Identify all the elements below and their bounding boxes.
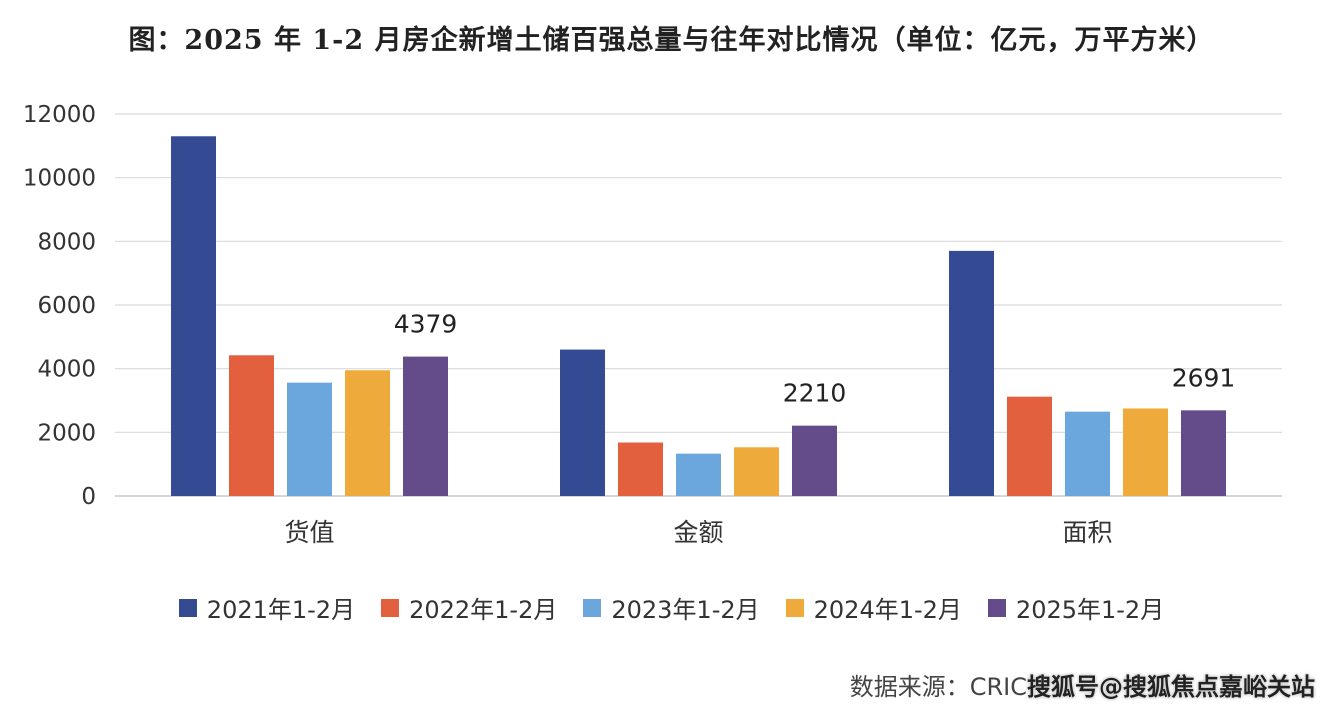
- watermark: 搜狐号@搜狐焦点嘉峪关站: [1027, 673, 1315, 701]
- legend-label: 2025年1-2月: [1015, 596, 1165, 624]
- data-label: 4379: [394, 310, 458, 339]
- y-tick-label: 6000: [37, 293, 96, 319]
- y-tick-label: 0: [81, 484, 96, 510]
- legend-swatch: [381, 598, 400, 617]
- x-category-label: 金额: [673, 518, 723, 547]
- legend-item: 2023年1-2月: [583, 590, 760, 625]
- data-label: 2210: [783, 379, 847, 408]
- bar: [229, 355, 274, 496]
- bar: [618, 442, 663, 496]
- legend: 2021年1-2月 2022年1-2月 2023年1-2月 2024年1-2月 2025…: [0, 590, 1343, 625]
- legend-item: 2024年1-2月: [785, 590, 962, 625]
- legend-label: 2022年1-2月: [409, 596, 558, 624]
- legend-swatch: [785, 598, 804, 617]
- legend-item: 2021年1-2月: [178, 590, 356, 625]
- source-label: 数据来源：CRIC: [849, 673, 1027, 701]
- chart-title: 图：2025 年 1-2 月房企新增土储百强总量与往年对比情况（单位：亿元，万平…: [128, 25, 1215, 56]
- legend-label: 2021年1-2月: [206, 596, 356, 624]
- legend-swatch: [178, 598, 197, 617]
- x-category-label: 货值: [284, 518, 334, 547]
- y-tick-label: 10000: [23, 166, 96, 192]
- bar: [345, 370, 390, 496]
- data-label: 2691: [1172, 363, 1236, 392]
- legend-label: 2024年1-2月: [813, 596, 962, 624]
- legend-item: 2025年1-2月: [987, 590, 1165, 625]
- legend-item: 2022年1-2月: [381, 590, 557, 625]
- bar: [287, 382, 332, 496]
- bar: [1123, 408, 1168, 496]
- bar: [949, 250, 994, 496]
- y-tick-label: 2000: [37, 420, 96, 446]
- bar: [560, 349, 605, 496]
- bar: [734, 447, 779, 496]
- bar: [403, 356, 448, 496]
- bar: [171, 136, 216, 497]
- y-tick-label: 8000: [37, 229, 96, 255]
- bar: [792, 425, 837, 496]
- y-tick-label: 4000: [37, 357, 96, 383]
- y-tick-label: 12000: [23, 102, 96, 128]
- legend-swatch: [987, 598, 1006, 617]
- legend-swatch: [583, 598, 602, 617]
- bar: [1007, 396, 1052, 496]
- bar: [1181, 410, 1226, 496]
- source-note: 数据来源：CRIC搜狐号@搜狐焦点嘉峪关站: [850, 667, 1315, 702]
- bar: [1065, 411, 1110, 496]
- x-category-label: 面积: [1062, 518, 1112, 547]
- bar: [676, 453, 721, 496]
- legend-label: 2023年1-2月: [611, 596, 760, 624]
